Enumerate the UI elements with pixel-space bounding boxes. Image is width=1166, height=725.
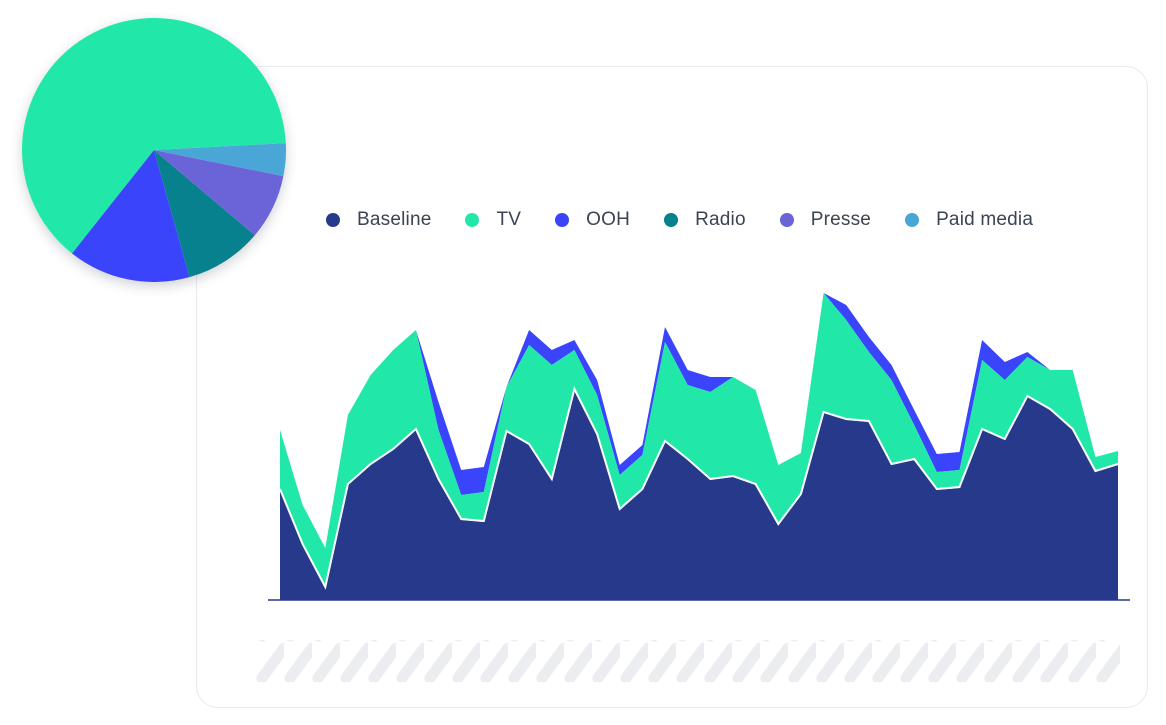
legend-label-presse: Presse	[810, 209, 872, 230]
legend-dot-baseline	[326, 213, 340, 227]
legend-item-radio[interactable]: Radio	[664, 209, 746, 231]
legend-dot-paid-media	[905, 213, 920, 227]
legend-item-baseline[interactable]: Baseline	[326, 209, 431, 231]
area-layers	[279, 293, 1119, 600]
legend-dot-radio	[664, 213, 679, 227]
baseline-separator-line	[279, 386, 1119, 590]
legend-label-ooh: OOH	[586, 209, 631, 230]
pie-slice-presse	[154, 150, 284, 236]
legend-dot-presse	[779, 213, 794, 227]
pie-chart	[22, 18, 286, 282]
chart-legend: Baseline TV OOH Radio Presse Paid media	[326, 207, 1067, 233]
x-axis-placeholder-stripes	[256, 640, 1120, 682]
legend-item-presse[interactable]: Presse	[779, 209, 872, 231]
legend-item-tv[interactable]: TV	[465, 209, 521, 231]
pie-slice-radio	[154, 150, 255, 278]
pie-slice-paid-media	[154, 143, 286, 177]
area-baseline	[280, 390, 1118, 600]
legend-dot-tv	[465, 213, 480, 227]
legend-dot-ooh	[555, 213, 570, 227]
legend-label-paid-media: Paid media	[936, 209, 1034, 230]
legend-item-ooh[interactable]: OOH	[555, 209, 630, 231]
pie-slice-tv	[22, 18, 286, 254]
area-tv	[280, 293, 1118, 588]
pie-chart-container	[22, 18, 286, 282]
legend-label-radio: Radio	[695, 209, 746, 230]
pie-slice-ooh	[72, 150, 190, 282]
legend-item-paid-media[interactable]: Paid media	[905, 209, 1033, 231]
legend-label-tv: TV	[496, 209, 522, 230]
legend-label-baseline: Baseline	[357, 209, 432, 230]
